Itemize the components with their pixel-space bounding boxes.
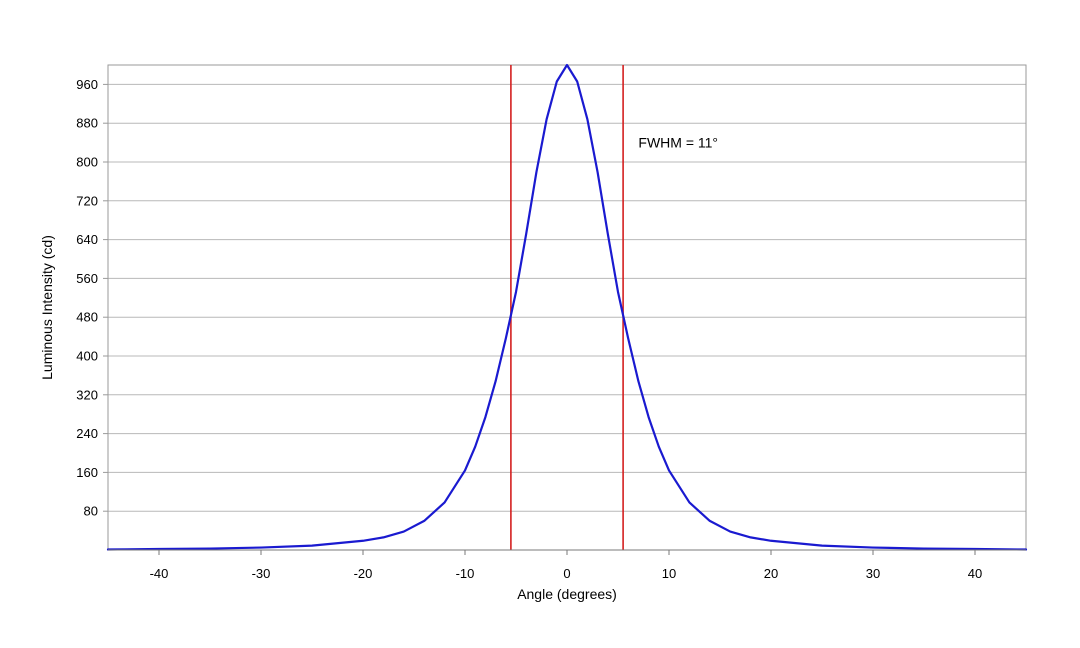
y-axis: 80 160 240 320 400 480 560 640 720 800 880 960 [76,77,108,519]
y-tick-label: 480 [76,310,98,325]
y-axis-title: Luminous Intensity (cd) [39,235,55,380]
x-tick-label: 10 [662,566,676,581]
series-layer [106,63,1028,551]
y-tick-label: 800 [76,155,98,170]
y-tick-label: 80 [84,504,98,519]
y-tick-label: 160 [76,465,98,480]
grid [108,83,1026,512]
x-tick-label: 0 [563,566,570,581]
x-tick-label: -20 [354,566,373,581]
series-line [106,63,1028,551]
x-tick-label: 40 [968,566,982,581]
y-tick-label: 720 [76,193,98,208]
x-tick-label: 30 [866,566,880,581]
x-tick-label: -30 [252,566,271,581]
y-tick-label: 880 [76,116,98,131]
x-axis-title: Angle (degrees) [517,586,617,602]
x-tick-label: -40 [150,566,169,581]
y-tick-label: 640 [76,232,98,247]
x-tick-label: -10 [456,566,475,581]
reference-lines [510,65,624,550]
y-tick-label: 320 [76,387,98,402]
y-tick-label: 960 [76,77,98,92]
x-axis: -40 -30 -20 -10 0 10 20 30 40 [108,549,1026,581]
x-tick-label: 20 [764,566,778,581]
fwhm-annotation: FWHM = 11° [638,134,718,150]
annotations: FWHM = 11° [638,134,718,150]
y-tick-label: 400 [76,349,98,364]
y-tick-label: 560 [76,271,98,286]
y-tick-label: 240 [76,426,98,441]
plot-area-frame [107,64,1027,551]
